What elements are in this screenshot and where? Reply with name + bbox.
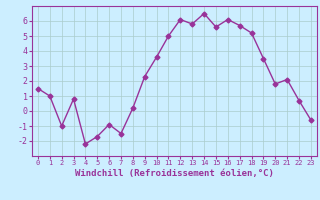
X-axis label: Windchill (Refroidissement éolien,°C): Windchill (Refroidissement éolien,°C)	[75, 169, 274, 178]
